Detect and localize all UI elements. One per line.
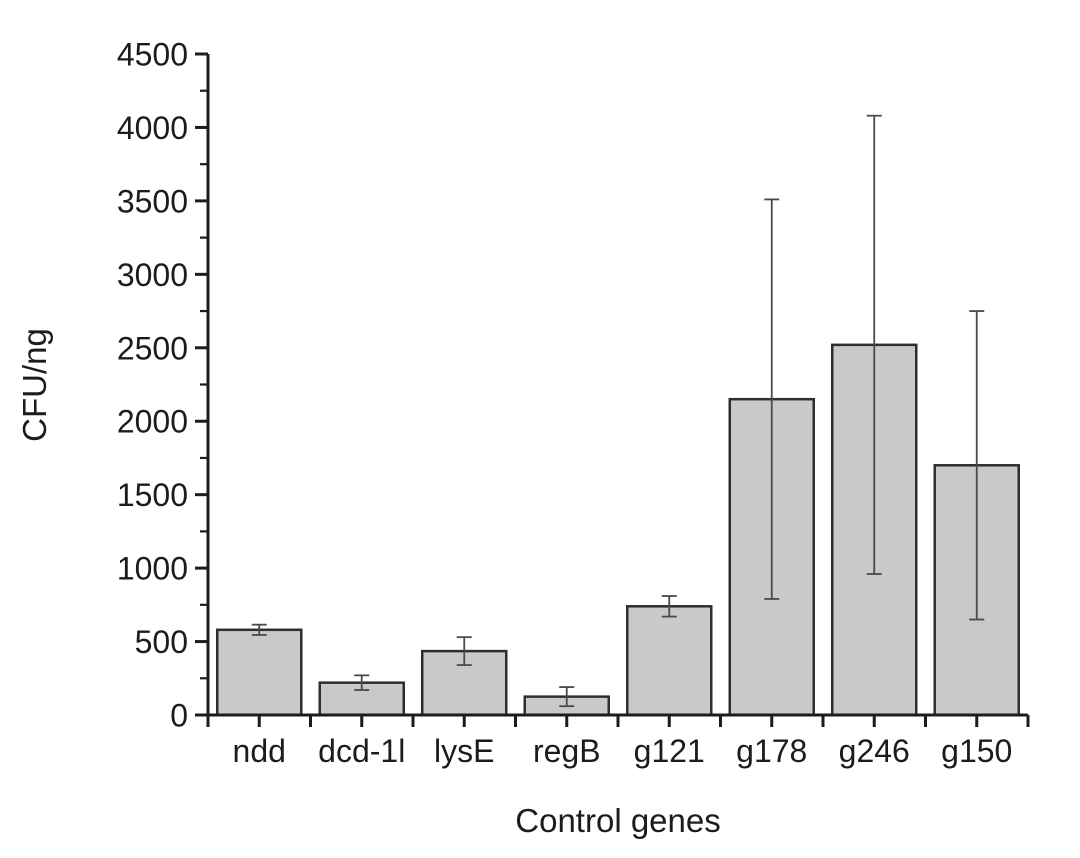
y-tick-label-1000: 1000: [117, 551, 188, 587]
x-category-label-ndd: ndd: [233, 733, 286, 769]
y-tick-label-2500: 2500: [117, 330, 188, 366]
x-axis-title: Control genes: [515, 802, 720, 839]
x-category-label-regB: regB: [533, 733, 601, 769]
y-tick-label-1500: 1500: [117, 477, 188, 513]
y-tick-label-0: 0: [170, 698, 188, 734]
tick-labels-layer: 0 500 1000 1500 2000 2500 3000 3500 4000 4500 ndd d…: [117, 37, 1013, 769]
y-tick-label-4000: 4000: [117, 110, 188, 146]
bars-layer: [216, 343, 1020, 717]
y-tick-label-3500: 3500: [117, 183, 188, 219]
y-tick-label-4500: 4500: [117, 37, 188, 73]
x-category-label-g178: g178: [736, 733, 807, 769]
y-axis-title: CFU/ng: [16, 328, 53, 442]
x-category-label-g246: g246: [839, 733, 910, 769]
y-tick-label-3000: 3000: [117, 257, 188, 293]
y-tick-label-2000: 2000: [117, 404, 188, 440]
y-tick-label-500: 500: [135, 624, 188, 660]
x-category-label-g150: g150: [941, 733, 1012, 769]
bar-g121: [626, 605, 713, 717]
bar-ndd: [216, 628, 303, 717]
error-bars-layer: [251, 114, 985, 708]
x-category-label-dcd-1l: dcd-1l: [318, 733, 405, 769]
x-category-label-g121: g121: [634, 733, 705, 769]
axes-layer: [195, 52, 1030, 727]
x-category-label-lysE: lysE: [434, 733, 494, 769]
